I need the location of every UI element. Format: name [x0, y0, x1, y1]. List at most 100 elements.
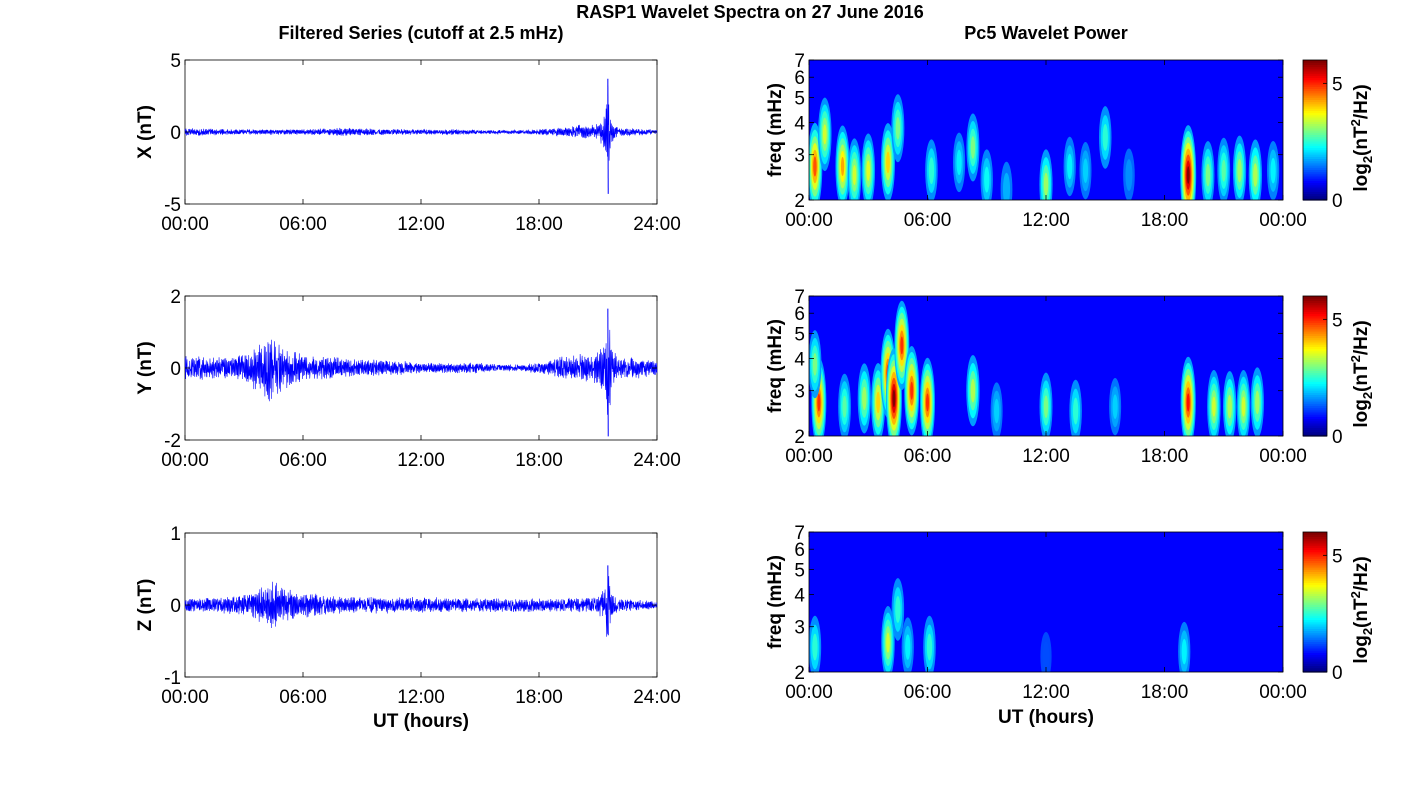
- colorbar-label-part: /Hz): [1351, 556, 1372, 591]
- colorbar-swatch: [1303, 110, 1327, 114]
- colorbar-swatch: [1303, 569, 1327, 572]
- colorbar-label-part: (nT: [1351, 598, 1372, 628]
- colorbar-swatch: [1303, 169, 1327, 173]
- colorbar-swatch: [1303, 571, 1327, 575]
- colorbar-swatch: [1303, 553, 1327, 557]
- colorbar-tick-label: 5: [1332, 74, 1343, 95]
- colorbar-swatch: [1303, 418, 1327, 422]
- colorbar-swatch: [1303, 350, 1327, 354]
- left-column-title: Filtered Series (cutoff at 2.5 mHz): [278, 23, 563, 43]
- freq-tick-label: 7: [794, 523, 805, 544]
- colorbar-swatch: [1303, 409, 1327, 413]
- heatmap-blobs-x: [809, 94, 1280, 200]
- x-tick-label: 24:00: [633, 450, 681, 471]
- colorbar-swatch: [1303, 149, 1327, 153]
- colorbar-label-part: log: [1351, 635, 1372, 664]
- colorbar-swatch: [1303, 610, 1327, 614]
- colorbar-swatch: [1303, 309, 1327, 312]
- colorbar-swatch: [1303, 551, 1327, 555]
- y-tick-label: 0: [170, 359, 181, 380]
- colorbar-swatch: [1303, 667, 1327, 671]
- colorbar-swatch: [1303, 130, 1327, 133]
- colorbar-swatch: [1303, 158, 1327, 162]
- colorbar-swatch: [1303, 140, 1327, 144]
- x-tick-label: 24:00: [633, 687, 681, 708]
- colorbar-swatch: [1303, 337, 1327, 341]
- x-tick-label: 12:00: [397, 687, 445, 708]
- colorbar-swatch: [1303, 363, 1327, 367]
- colorbar-swatch: [1303, 195, 1327, 199]
- colorbar-swatch: [1303, 560, 1327, 564]
- colorbar-swatch: [1303, 81, 1327, 85]
- wavelet-power-blob: [994, 398, 1000, 424]
- x-tick-label: 06:00: [904, 210, 952, 231]
- x-tick-label: 00:00: [1259, 446, 1307, 467]
- colorbar-swatch: [1303, 626, 1327, 629]
- wavelet-power-blob: [1205, 163, 1211, 187]
- colorbar-swatch: [1303, 132, 1327, 135]
- colorbar-swatch: [1303, 643, 1327, 647]
- freq-tick-label: 7: [794, 51, 805, 72]
- y-tick-label: -2: [164, 431, 181, 452]
- freq-tick-label: 7: [794, 287, 805, 308]
- wavelet-power-blob: [1253, 163, 1258, 187]
- wavelet-power-blob: [905, 634, 911, 660]
- wavelet-power-blob: [956, 149, 962, 176]
- colorbar-label-part: /Hz): [1351, 320, 1372, 355]
- colorbar-swatch: [1303, 165, 1327, 168]
- colorbar-swatch: [1303, 606, 1327, 610]
- x-tick-label: 12:00: [1022, 210, 1070, 231]
- colorbar-swatch: [1303, 116, 1327, 120]
- colorbar-swatch: [1303, 341, 1327, 345]
- y-axis-label-y: Y (nT): [135, 341, 156, 394]
- wavelet-power-blob: [1072, 397, 1079, 425]
- colorbar-swatch: [1303, 381, 1327, 385]
- colorbar-swatch: [1303, 173, 1327, 177]
- colorbar-swatch: [1303, 427, 1327, 431]
- colorbar-swatch: [1303, 564, 1327, 568]
- wavelet-power-blob: [812, 352, 818, 376]
- series-panel-z: 1 0 -100:00 06:00 12:00 18:00 24:00 Z (nT) UT (h…: [135, 524, 681, 732]
- colorbar-swatch: [1303, 60, 1327, 63]
- colorbar-swatch: [1303, 588, 1327, 592]
- colorbar-swatch: [1303, 405, 1327, 409]
- colorbar-swatch: [1303, 101, 1327, 105]
- colorbar-swatch: [1303, 562, 1327, 566]
- colorbar-swatch: [1303, 317, 1327, 321]
- colorbar-swatch: [1303, 403, 1327, 406]
- y-axis-label-x: X (nT): [135, 105, 156, 159]
- x-tick-label: 12:00: [1022, 682, 1070, 703]
- colorbar-swatch: [1303, 612, 1327, 616]
- colorbar-swatch: [1303, 608, 1327, 612]
- x-tick-label: 06:00: [279, 214, 327, 235]
- wavelet-power-blob: [926, 633, 933, 661]
- x-tick-label: 06:00: [904, 682, 952, 703]
- colorbar-swatch: [1303, 326, 1327, 330]
- colorbar-swatch: [1303, 66, 1327, 70]
- colorbar-swatch: [1303, 383, 1327, 387]
- colorbar-swatch: [1303, 549, 1327, 553]
- colorbar-swatch: [1303, 344, 1327, 347]
- colorbar-swatch: [1303, 304, 1327, 308]
- colorbar-swatch: [1303, 577, 1327, 581]
- x-tick-label: 00:00: [1259, 682, 1307, 703]
- colorbar-swatch: [1303, 641, 1327, 645]
- colorbar-swatch: [1303, 639, 1327, 642]
- freq-axis-label-y: freq (mHz): [765, 319, 786, 413]
- waveform-trace-z: [184, 576, 658, 637]
- x-tick-label: 00:00: [161, 214, 209, 235]
- colorbar-swatch: [1303, 175, 1327, 179]
- colorbar-swatch: [1303, 394, 1327, 398]
- colorbar-swatch: [1303, 180, 1327, 184]
- colorbar-swatch: [1303, 335, 1327, 339]
- colorbar-swatch: [1303, 420, 1327, 424]
- colorbar-swatch: [1303, 361, 1327, 365]
- colorbar-swatch: [1303, 359, 1327, 363]
- colorbar-label-part: 2: [1360, 628, 1375, 635]
- heatmap-blobs-z: [809, 578, 1191, 672]
- colorbar-swatch: [1303, 586, 1327, 590]
